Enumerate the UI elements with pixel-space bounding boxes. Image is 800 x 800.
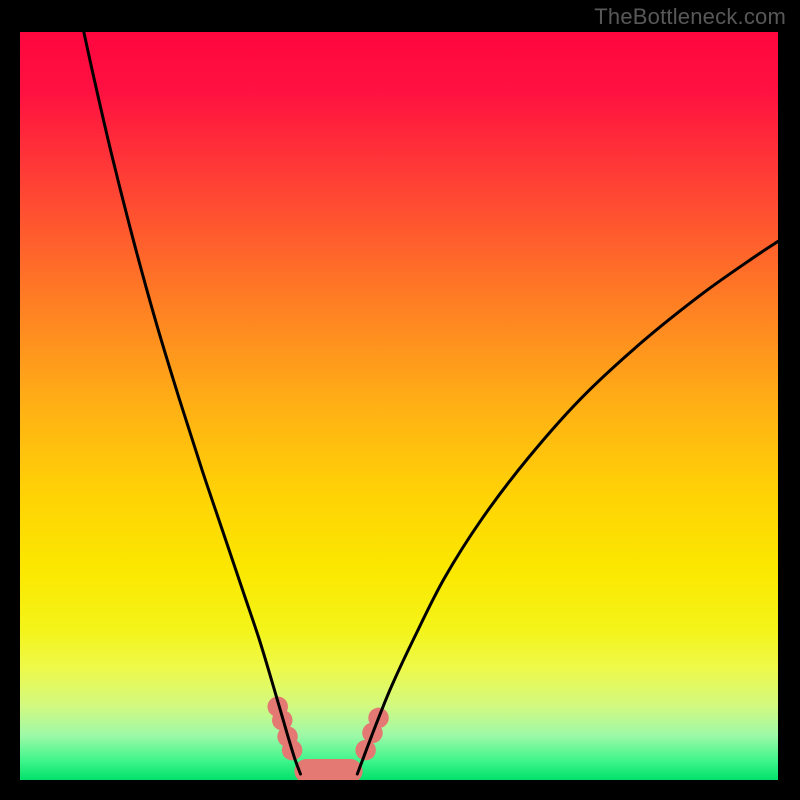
curve-valley-connector [294, 759, 362, 780]
bottleneck-chart [20, 32, 778, 780]
attribution-label: TheBottleneck.com [594, 4, 786, 30]
